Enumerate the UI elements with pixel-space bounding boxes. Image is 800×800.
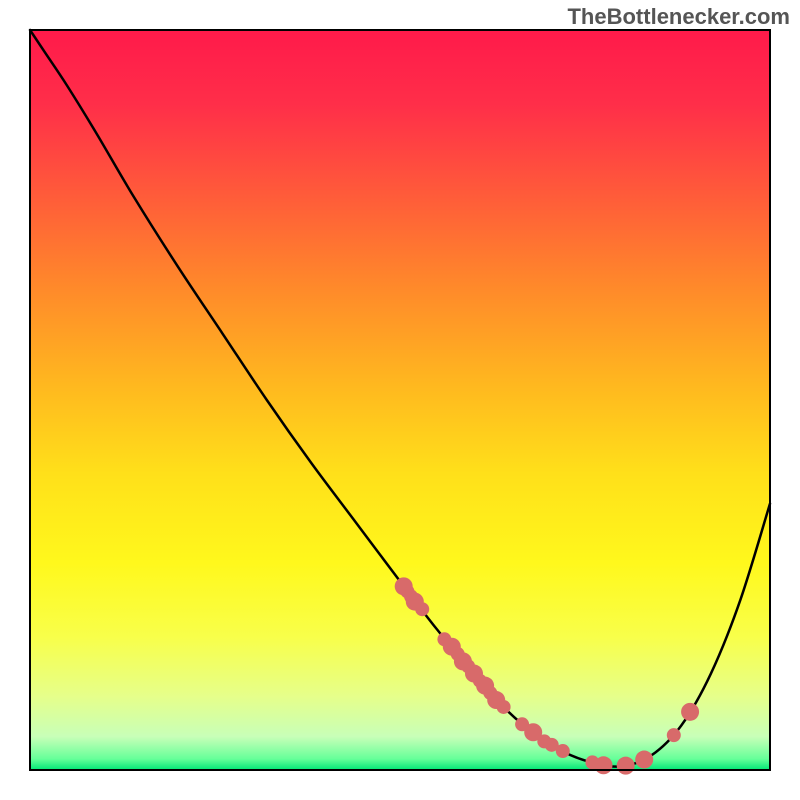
data-marker xyxy=(497,700,511,714)
data-marker xyxy=(635,751,653,769)
data-marker xyxy=(617,757,635,775)
data-marker xyxy=(556,744,570,758)
data-marker xyxy=(667,728,681,742)
watermark-text: TheBottlenecker.com xyxy=(567,4,790,30)
plot-background xyxy=(30,30,770,770)
data-marker xyxy=(681,703,699,721)
data-marker xyxy=(415,602,429,616)
bottleneck-chart xyxy=(0,0,800,800)
chart-svg xyxy=(0,0,800,800)
data-marker xyxy=(595,756,613,774)
